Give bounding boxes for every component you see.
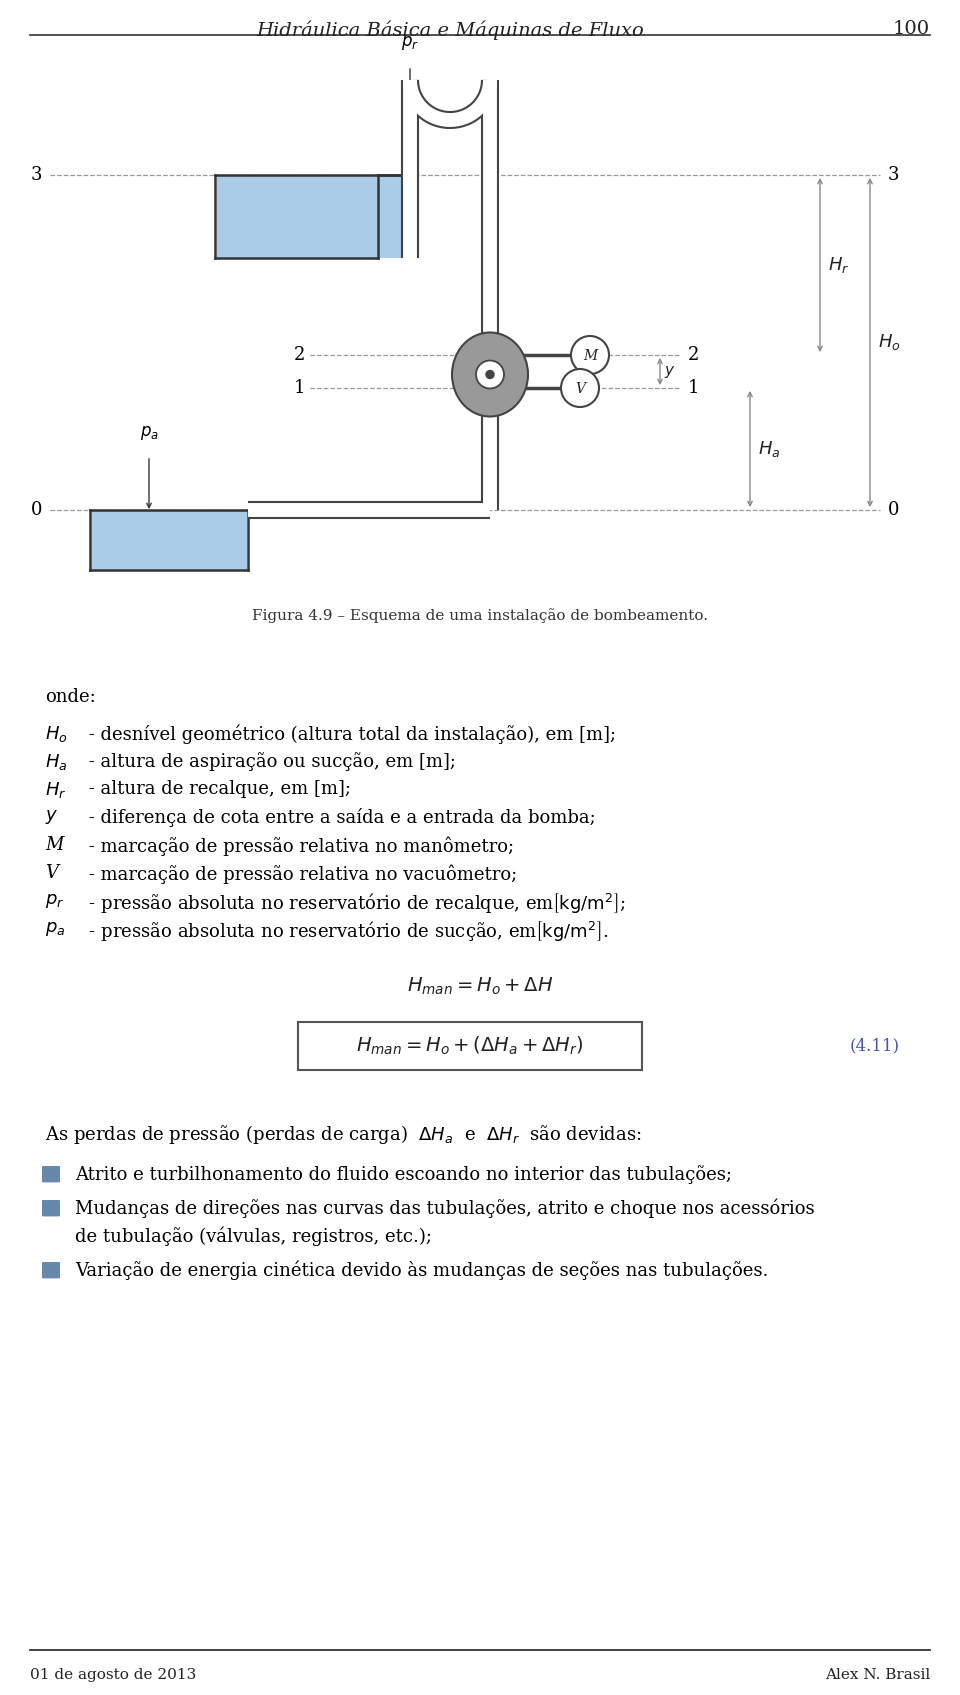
Text: 0: 0 xyxy=(31,502,42,519)
Text: - altura de aspiração ou sucção, em [m];: - altura de aspiração ou sucção, em [m]; xyxy=(83,753,456,771)
Text: - pressão absoluta no reservatório de sucção, em$\left[\mathrm{kg/m^2}\right]$.: - pressão absoluta no reservatório de su… xyxy=(83,920,609,944)
Text: Variação de energia cinética devido às mudanças de seções nas tubulações.: Variação de energia cinética devido às m… xyxy=(75,1261,768,1280)
Text: onde:: onde: xyxy=(45,688,96,707)
Ellipse shape xyxy=(452,332,528,417)
Circle shape xyxy=(476,361,504,388)
Text: $y$: $y$ xyxy=(45,809,59,825)
Bar xyxy=(217,175,410,258)
Text: V: V xyxy=(575,381,585,397)
Text: Alex N. Brasil: Alex N. Brasil xyxy=(825,1668,930,1681)
Text: $H_r$: $H_r$ xyxy=(828,254,850,275)
Text: - diferença de cota entre a saída e a entrada da bomba;: - diferença de cota entre a saída e a en… xyxy=(83,809,596,827)
Text: - pressão absoluta no reservatório de recalque, em$\left[\mathrm{kg/m^2}\right]$: - pressão absoluta no reservatório de re… xyxy=(83,892,625,915)
Text: Mudanças de direções nas curvas das tubulações, atrito e choque nos acessórios: Mudanças de direções nas curvas das tubu… xyxy=(75,1198,815,1219)
FancyBboxPatch shape xyxy=(42,1200,60,1217)
Text: $p_r$: $p_r$ xyxy=(45,892,64,910)
FancyBboxPatch shape xyxy=(298,1022,642,1070)
Text: M: M xyxy=(45,836,63,854)
Text: $H_o$: $H_o$ xyxy=(878,332,900,353)
Circle shape xyxy=(561,370,599,407)
Text: $p_r$: $p_r$ xyxy=(401,34,419,53)
Circle shape xyxy=(571,336,609,375)
Text: Hidráulica Básica e Máquinas de Fluxo: Hidráulica Básica e Máquinas de Fluxo xyxy=(256,20,644,39)
Text: $H_a$: $H_a$ xyxy=(45,753,67,771)
Text: $H_o$: $H_o$ xyxy=(45,724,67,744)
Text: 0: 0 xyxy=(888,502,900,519)
Text: - desnível geométrico (altura total da instalação), em [m];: - desnível geométrico (altura total da i… xyxy=(83,724,616,744)
Text: $y$: $y$ xyxy=(664,363,676,380)
Text: 2: 2 xyxy=(688,346,700,364)
Text: $H_{man} = H_o + \left(\Delta H_a + \Delta H_r\right)$: $H_{man} = H_o + \left(\Delta H_a + \Del… xyxy=(356,1036,584,1058)
Text: $H_r$: $H_r$ xyxy=(45,780,66,800)
Bar xyxy=(91,510,247,570)
FancyBboxPatch shape xyxy=(42,1166,60,1183)
Text: $p_a$: $p_a$ xyxy=(45,920,65,937)
Text: 01 de agosto de 2013: 01 de agosto de 2013 xyxy=(30,1668,196,1681)
Text: V: V xyxy=(45,864,58,881)
Text: (4.11): (4.11) xyxy=(850,1037,900,1054)
Text: 1: 1 xyxy=(688,380,700,397)
Text: 100: 100 xyxy=(893,20,930,37)
Text: Atrito e turbilhonamento do fluido escoando no interior das tubulações;: Atrito e turbilhonamento do fluido escoa… xyxy=(75,1164,732,1183)
Text: $p_a$: $p_a$ xyxy=(139,424,158,442)
Text: $H_{man} = H_o + \Delta H$: $H_{man} = H_o + \Delta H$ xyxy=(407,976,553,997)
Circle shape xyxy=(486,371,494,378)
Text: 3: 3 xyxy=(888,166,900,185)
Text: 2: 2 xyxy=(294,346,305,364)
Text: - marcação de pressão relativa no manômetro;: - marcação de pressão relativa no manôme… xyxy=(83,836,515,856)
Text: Figura 4.9 – Esquema de uma instalação de bombeamento.: Figura 4.9 – Esquema de uma instalação d… xyxy=(252,609,708,622)
FancyBboxPatch shape xyxy=(42,1263,60,1278)
Text: As perdas de pressão (perdas de carga)  $\Delta H_a$  e  $\Delta H_r$  são devid: As perdas de pressão (perdas de carga) $… xyxy=(45,1124,641,1146)
Text: 3: 3 xyxy=(31,166,42,185)
Text: - marcação de pressão relativa no vacuômetro;: - marcação de pressão relativa no vacuôm… xyxy=(83,864,517,883)
Text: $H_a$: $H_a$ xyxy=(758,439,780,459)
Text: de tubulação (válvulas, registros, etc.);: de tubulação (válvulas, registros, etc.)… xyxy=(75,1227,432,1246)
Bar xyxy=(378,175,417,258)
Text: - altura de recalque, em [m];: - altura de recalque, em [m]; xyxy=(83,780,351,798)
Text: 1: 1 xyxy=(294,380,305,397)
Text: M: M xyxy=(583,349,597,363)
